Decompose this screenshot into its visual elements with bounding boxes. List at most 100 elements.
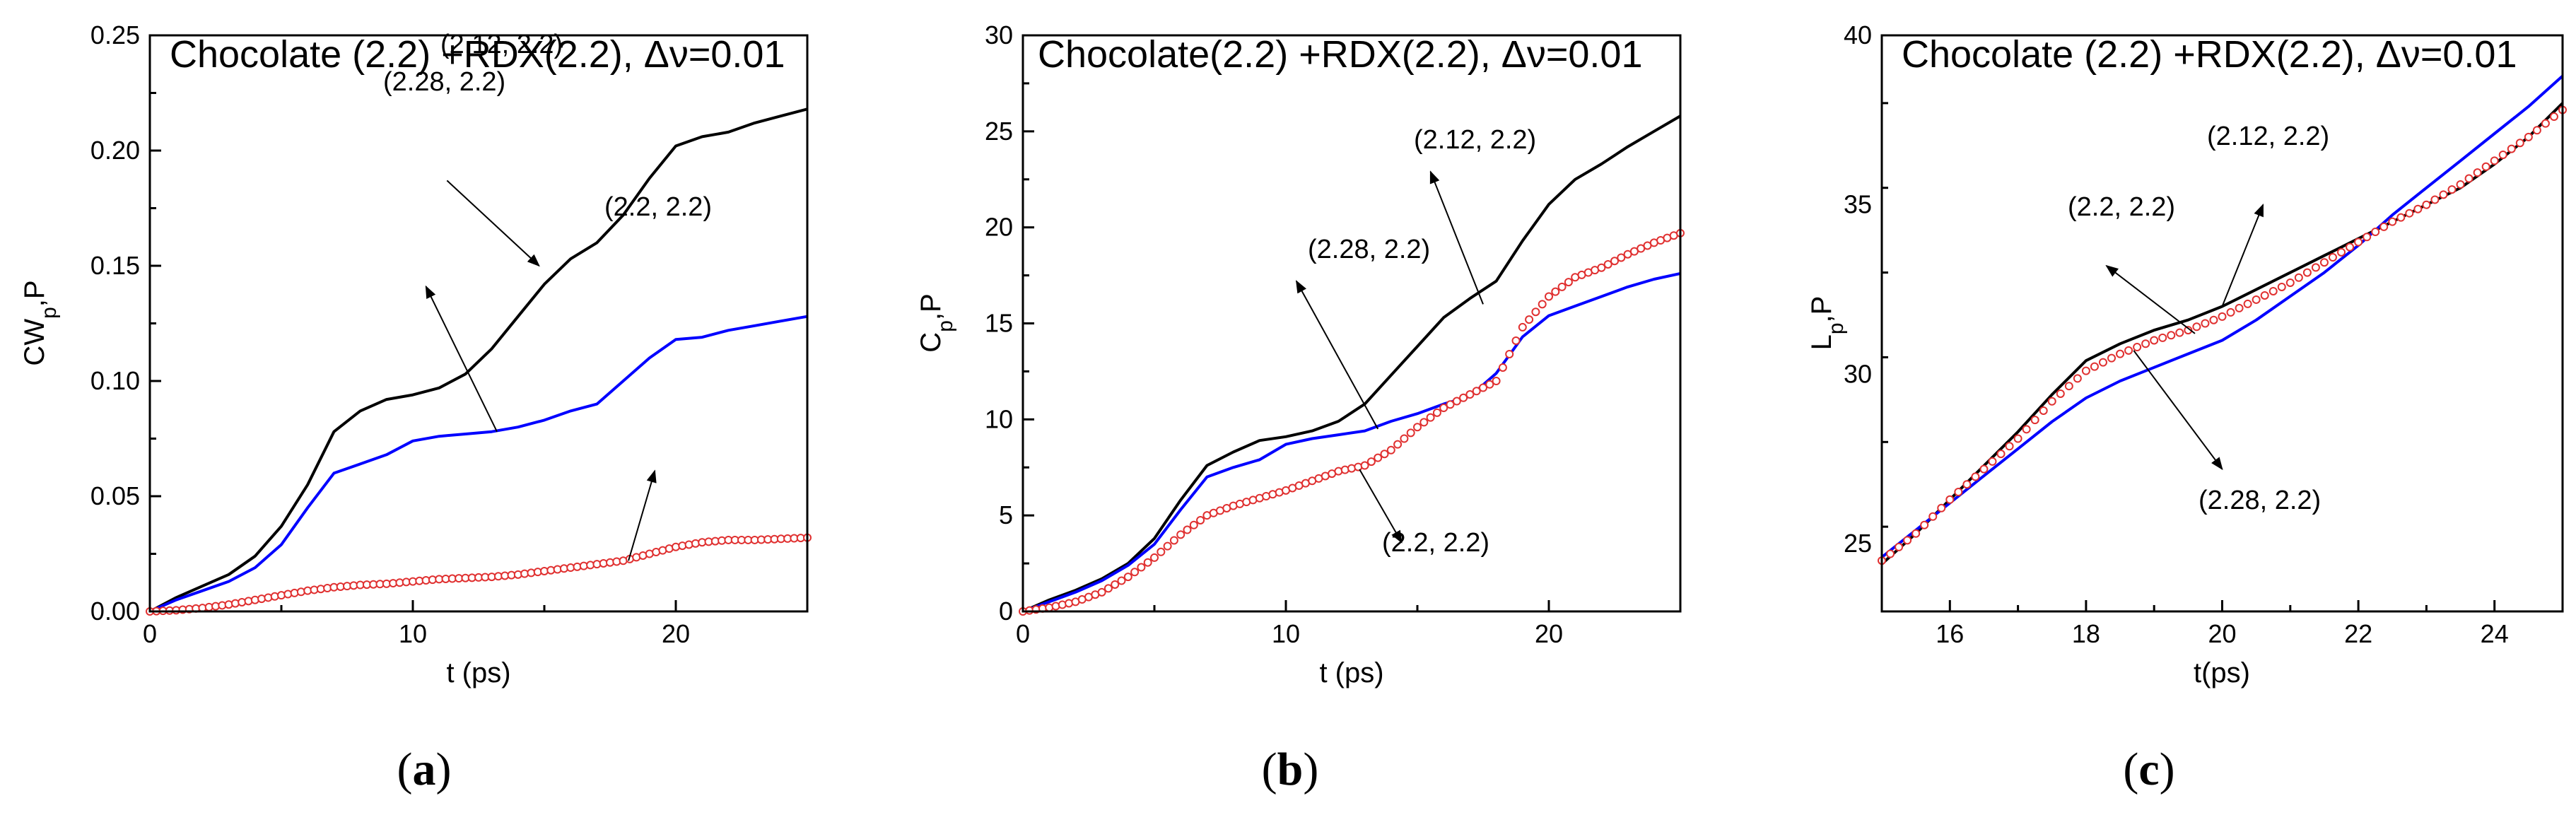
data-point-marker xyxy=(2371,228,2380,237)
data-point-marker xyxy=(2319,258,2329,267)
data-point-marker xyxy=(2167,331,2176,340)
annotation-arrow xyxy=(425,285,498,433)
panel-a-series-layer xyxy=(146,107,812,616)
data-point-marker xyxy=(2209,315,2218,324)
data-point-marker xyxy=(283,590,293,599)
data-point-marker xyxy=(2022,425,2031,434)
data-point-marker xyxy=(2226,307,2235,317)
data-point-marker xyxy=(1374,453,1383,462)
data-point-marker xyxy=(1971,472,1980,481)
y-tick-label: 40 xyxy=(1844,20,1872,49)
data-point-marker xyxy=(277,591,286,600)
panel-a-annotations-layer: (2.12, 2.2)(2.28, 2.2)(2.2, 2.2) xyxy=(383,30,712,561)
panel-b-plot-frame xyxy=(1021,34,1682,613)
data-point-marker xyxy=(2354,238,2363,247)
annotation-label: (2.2, 2.2) xyxy=(2068,192,2175,222)
data-point-marker xyxy=(2277,282,2286,291)
data-point-marker xyxy=(2302,268,2312,277)
panel-a-title: Chocolate (2.2) +RDX(2.2), Δν=0.01 xyxy=(170,33,785,76)
annotation-label: (2.28, 2.2) xyxy=(383,67,505,97)
data-point-marker xyxy=(2507,144,2516,153)
x-tick-label: 18 xyxy=(2072,619,2100,648)
y-tick-label: 25 xyxy=(1844,529,1872,558)
panel-a-ylabel-main: CW xyxy=(19,319,50,366)
series-line-(2.28, 2.2) xyxy=(149,315,808,613)
series-(2.2, 2.2) xyxy=(146,533,812,616)
panel-a-ticks-layer: 0 10 20 0.00 0.05 0.10 0.15 0.20 0.25 xyxy=(90,20,809,648)
data-point-marker xyxy=(1452,397,1461,406)
data-point-marker xyxy=(1498,363,1507,372)
data-point-marker xyxy=(1911,529,1921,538)
panel-c: (2.12, 2.2) (2.2, 2.2) (2.28, 2.2) 16 18 20 2… xyxy=(1806,20,2567,795)
data-point-marker xyxy=(691,539,700,548)
annotation-label: (2.12, 2.2) xyxy=(1414,125,1536,155)
y-tick-label: 0 xyxy=(999,597,1013,626)
y-tick-label: 0.00 xyxy=(90,597,140,626)
data-point-marker xyxy=(264,593,273,602)
y-tick-label: 0.15 xyxy=(90,251,140,280)
data-point-marker xyxy=(2549,112,2558,122)
data-point-marker xyxy=(1954,488,1963,497)
data-point-marker xyxy=(1962,480,1972,489)
data-point-marker xyxy=(1183,525,1192,534)
data-point-marker xyxy=(1485,380,1494,389)
panel-c-ylabel-main: L xyxy=(1806,334,1837,350)
panel-b-ylabel-tail: ,P xyxy=(915,293,947,320)
data-point-marker xyxy=(2124,346,2133,355)
data-point-marker xyxy=(684,540,693,549)
annotation-arrow xyxy=(1296,280,1379,430)
data-point-marker xyxy=(2235,303,2244,312)
data-point-marker xyxy=(2150,336,2159,345)
data-point-marker xyxy=(2090,362,2099,371)
data-point-marker xyxy=(1419,418,1429,427)
data-point-marker xyxy=(1432,408,1441,417)
data-point-marker xyxy=(1937,503,1946,512)
data-point-marker xyxy=(1393,440,1403,449)
data-point-marker xyxy=(2260,291,2269,300)
data-point-marker xyxy=(1111,580,1120,589)
data-point-marker xyxy=(2294,273,2303,282)
panel-b-annotations-layer: (2.12, 2.2) (2.28, 2.2) (2.2, 2.2) xyxy=(1296,125,1536,558)
data-point-marker xyxy=(244,597,253,606)
data-point-marker xyxy=(2490,156,2499,165)
panel-c-ylabel-sub: p xyxy=(1825,322,1848,334)
annotation-label: (2.28, 2.2) xyxy=(2199,486,2321,515)
data-point-marker xyxy=(2243,299,2252,308)
data-point-marker xyxy=(2098,358,2107,367)
data-point-marker xyxy=(1459,393,1468,402)
data-point-marker xyxy=(2464,174,2473,183)
panel-c-plot-frame xyxy=(1880,34,2564,613)
data-point-marker xyxy=(2456,180,2465,189)
panel-b-xlabel: t (ps) xyxy=(1319,657,1383,688)
data-point-marker xyxy=(1143,558,1152,567)
data-point-marker xyxy=(2030,416,2039,425)
series-line-(2.12, 2.2) xyxy=(1022,115,1682,613)
data-point-marker xyxy=(1413,423,1422,432)
panel-a-caption-letter: a xyxy=(413,744,436,795)
data-point-marker xyxy=(1505,349,1514,358)
data-point-marker xyxy=(2346,242,2355,252)
data-point-marker xyxy=(1895,542,1904,551)
data-point-marker xyxy=(2337,247,2346,257)
data-point-marker xyxy=(1920,520,1929,529)
y-tick-label: 0.05 xyxy=(90,481,140,510)
data-point-marker xyxy=(1603,259,1612,269)
panel-b-title: Chocolate(2.2) +RDX(2.2), Δν=0.01 xyxy=(1038,33,1642,76)
panel-b-caption: (b) xyxy=(1262,744,1319,795)
data-point-marker xyxy=(2047,397,2056,406)
y-tick-label: 30 xyxy=(1844,359,1872,388)
data-point-marker xyxy=(1538,300,1547,309)
data-point-marker xyxy=(1979,464,1989,474)
data-point-marker xyxy=(1988,457,1997,466)
x-tick-label: 20 xyxy=(1535,619,1563,648)
y-tick-label: 25 xyxy=(985,117,1013,146)
data-point-marker xyxy=(1928,512,1938,521)
panel-b: (2.12, 2.2) (2.28, 2.2) (2.2, 2.2) 0 10 20 0 5… xyxy=(915,20,1685,795)
annotation-label: (2.28, 2.2) xyxy=(1308,235,1430,264)
data-point-marker xyxy=(1557,282,1567,291)
data-point-marker xyxy=(1617,253,1626,262)
series-line-(2.28, 2.2) xyxy=(1880,75,2564,558)
y-tick-label: 0.20 xyxy=(90,136,140,165)
series-(2.2, 2.2) xyxy=(1878,105,2567,565)
